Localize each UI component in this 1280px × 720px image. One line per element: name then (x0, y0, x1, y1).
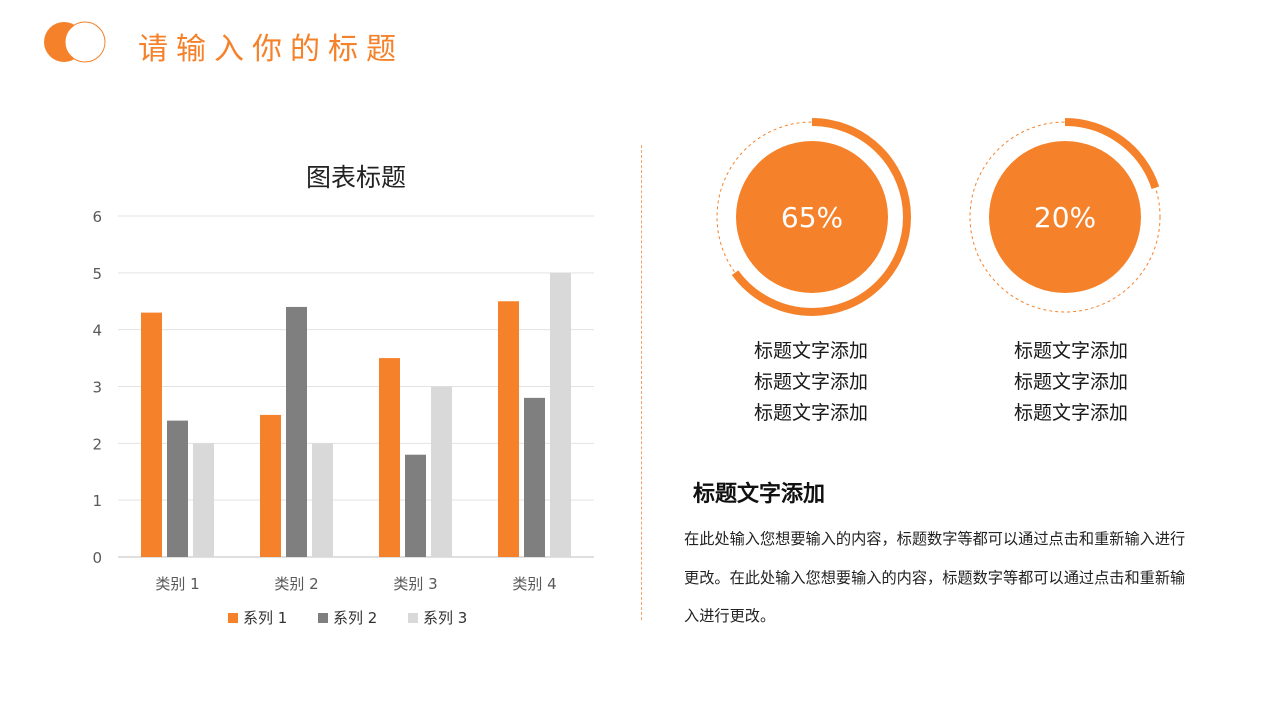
ring-progress-arc (713, 118, 911, 316)
legend-label: 系列 1 (243, 609, 287, 627)
bar-chart: 图表标题 0 1 2 3 4 5 6 类别 1 类别 2 类别 3 类别 4 系列 1 系列 2 系列 3 (92, 163, 594, 627)
ring-disc (989, 141, 1141, 293)
bar (193, 443, 214, 557)
bar (312, 443, 333, 557)
ring-percent-label: 65% (781, 201, 843, 234)
y-tick-label: 6 (92, 208, 102, 226)
progress-ring-20: 20% (966, 118, 1164, 316)
ring-caption-line: 标题文字添加 (1013, 371, 1128, 393)
y-tick-label: 5 (92, 265, 102, 283)
bar (524, 397, 545, 557)
logo-icon (44, 21, 106, 63)
section-heading: 标题文字添加 (693, 482, 826, 507)
page-title: 请输入你的标题 (138, 32, 404, 67)
ring-caption-line: 标题文字添加 (753, 402, 868, 424)
bar (405, 454, 426, 557)
ring-caption-2: 标题文字添加 标题文字添加 标题文字添加 (981, 336, 1161, 429)
x-tick-label: 类别 3 (393, 575, 437, 593)
legend-label: 系列 3 (423, 609, 467, 627)
ring-percent-label: 20% (1034, 201, 1096, 234)
x-tick-label: 类别 4 (512, 575, 556, 593)
ring-caption-line: 标题文字添加 (1013, 340, 1128, 362)
vertical-divider (641, 145, 642, 620)
section-body-text: 在此处输入您想要输入的内容，标题数字等都可以通过点击和重新输入进行更改。在此处输… (684, 530, 1186, 625)
ring-caption-line: 标题文字添加 (753, 371, 868, 393)
y-tick-label: 2 (92, 435, 102, 453)
chart-title: 图表标题 (306, 163, 406, 192)
legend-swatch (318, 613, 328, 623)
bar (498, 301, 519, 557)
bar (431, 386, 452, 557)
legend-label: 系列 2 (333, 609, 377, 627)
progress-ring-65: 65% (713, 118, 911, 316)
bar (550, 272, 571, 557)
x-tick-label: 类别 2 (274, 575, 318, 593)
ring-caption-1: 标题文字添加 标题文字添加 标题文字添加 (721, 336, 901, 429)
bar (260, 414, 281, 557)
y-tick-label: 3 (92, 379, 102, 397)
ring-progress-arc (966, 118, 1164, 316)
bar (167, 420, 188, 557)
ring-disc (736, 141, 888, 293)
x-tick-label: 类别 1 (155, 575, 199, 593)
bar (379, 358, 400, 557)
legend-swatch (408, 613, 418, 623)
ring-caption-line: 标题文字添加 (1013, 402, 1128, 424)
legend-swatch (228, 613, 238, 623)
y-tick-label: 1 (92, 492, 102, 510)
bar (141, 312, 162, 557)
y-tick-label: 4 (92, 322, 102, 340)
ring-caption-line: 标题文字添加 (753, 340, 868, 362)
bar (286, 306, 307, 557)
y-tick-label: 0 (92, 549, 102, 567)
